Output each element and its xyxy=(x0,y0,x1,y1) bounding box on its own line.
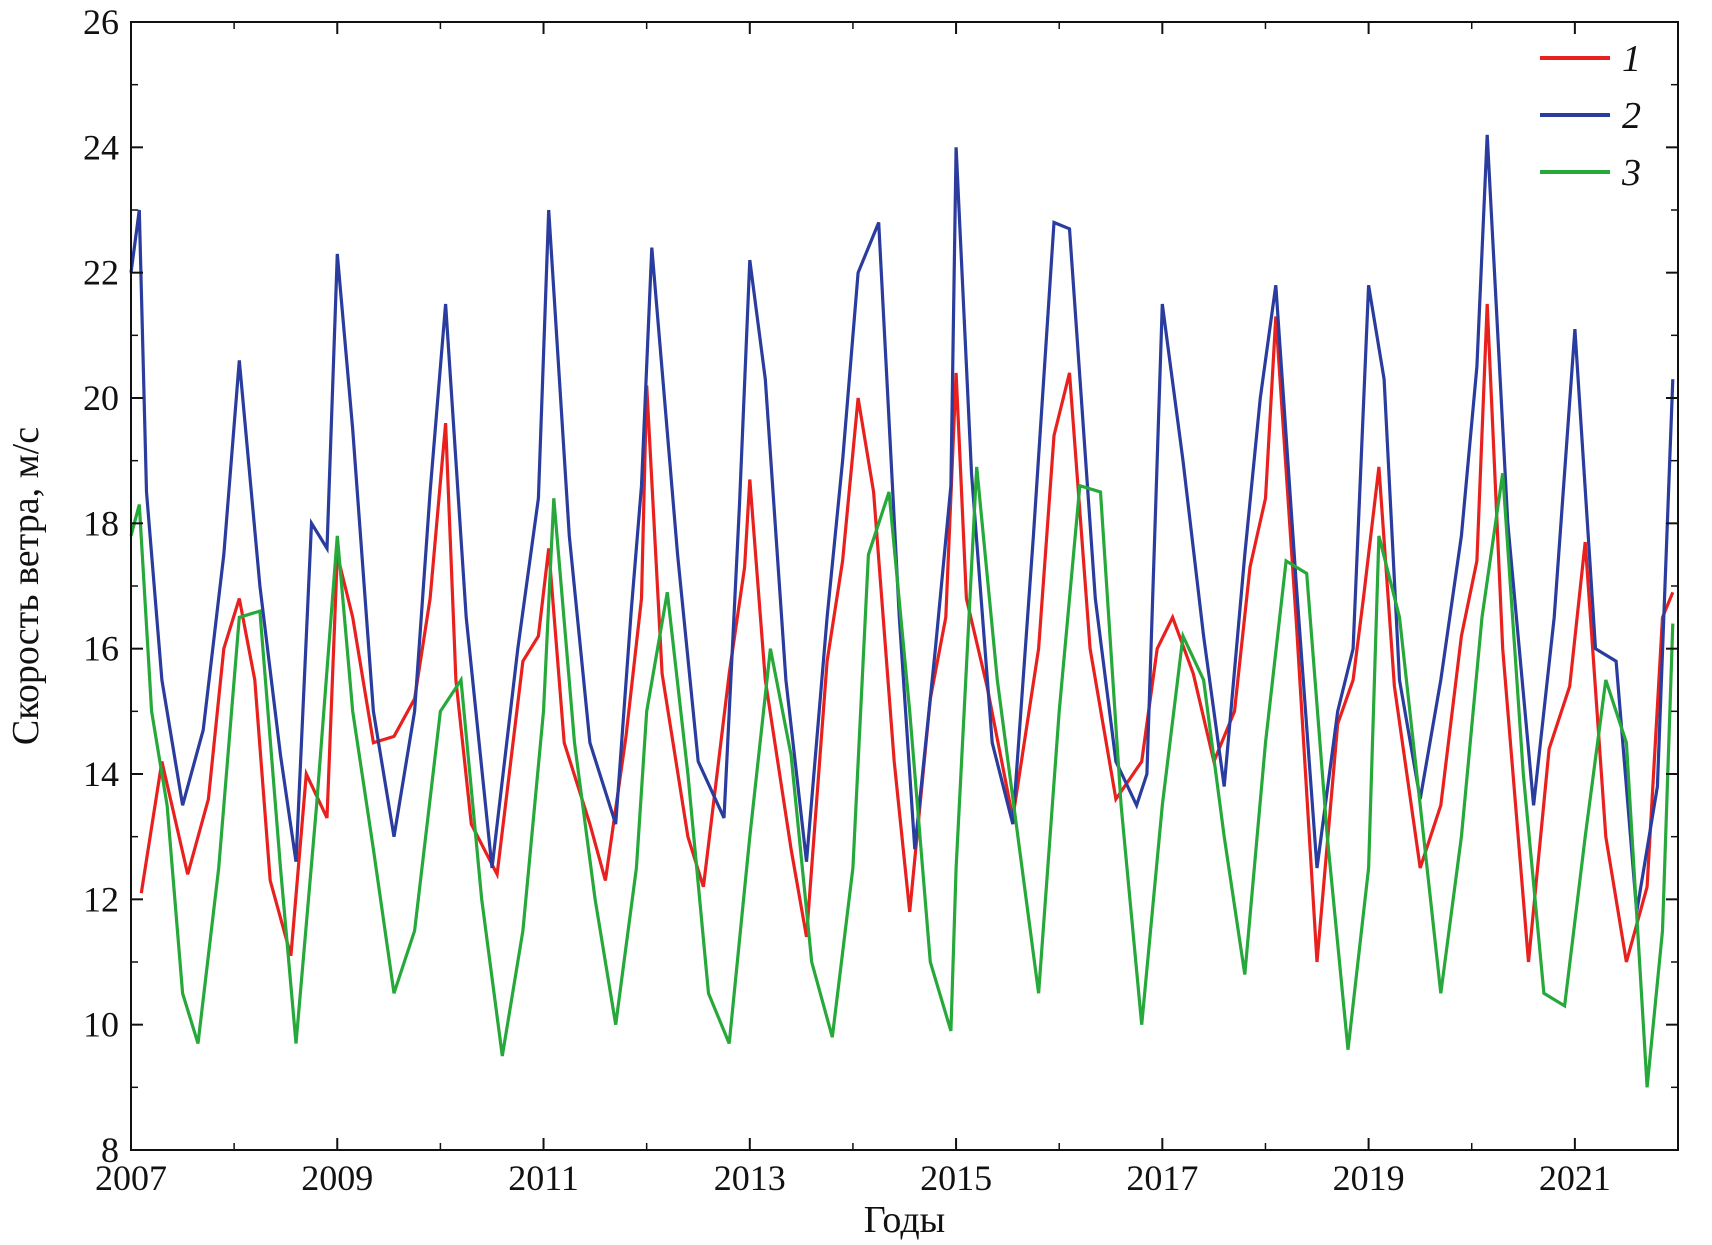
series-line-2 xyxy=(129,134,1675,913)
legend-label-3: 3 xyxy=(1621,152,1641,194)
legend-label-1: 1 xyxy=(1622,38,1641,80)
x-tick-label: 2019 xyxy=(1333,1158,1405,1198)
y-tick-label: 18 xyxy=(83,503,119,543)
x-tick-label: 2015 xyxy=(920,1158,992,1198)
y-axis-title: Скорость ветра, м/с xyxy=(5,427,47,745)
legend: 1 2 3 xyxy=(1540,38,1641,194)
y-tick-label: 20 xyxy=(83,378,119,418)
y-tick-label: 24 xyxy=(83,127,119,167)
series-line-3 xyxy=(129,466,1675,1088)
y-tick-label: 8 xyxy=(101,1130,119,1170)
legend-label-2: 2 xyxy=(1622,95,1641,137)
series-layer xyxy=(129,134,1675,1088)
y-tick-label: 14 xyxy=(83,754,119,794)
x-tick-label: 2007 xyxy=(95,1158,167,1198)
x-tick-label: 2009 xyxy=(301,1158,373,1198)
x-tick-label: 2011 xyxy=(508,1158,579,1198)
y-tick-label: 12 xyxy=(83,879,119,919)
y-tick-label: 10 xyxy=(83,1005,119,1045)
x-axis-title: Годы xyxy=(864,1199,945,1241)
x-tick-label: 2013 xyxy=(714,1158,786,1198)
series-line-1 xyxy=(139,303,1675,963)
x-axis-ticks: 2007 2009 2011 2013 2015 2017 2019 2021 xyxy=(95,22,1679,1198)
x-tick-label: 2021 xyxy=(1539,1158,1611,1198)
y-tick-label: 22 xyxy=(83,253,119,293)
y-tick-label: 16 xyxy=(83,629,119,669)
x-tick-label: 2017 xyxy=(1126,1158,1198,1198)
y-tick-label: 26 xyxy=(83,2,119,42)
